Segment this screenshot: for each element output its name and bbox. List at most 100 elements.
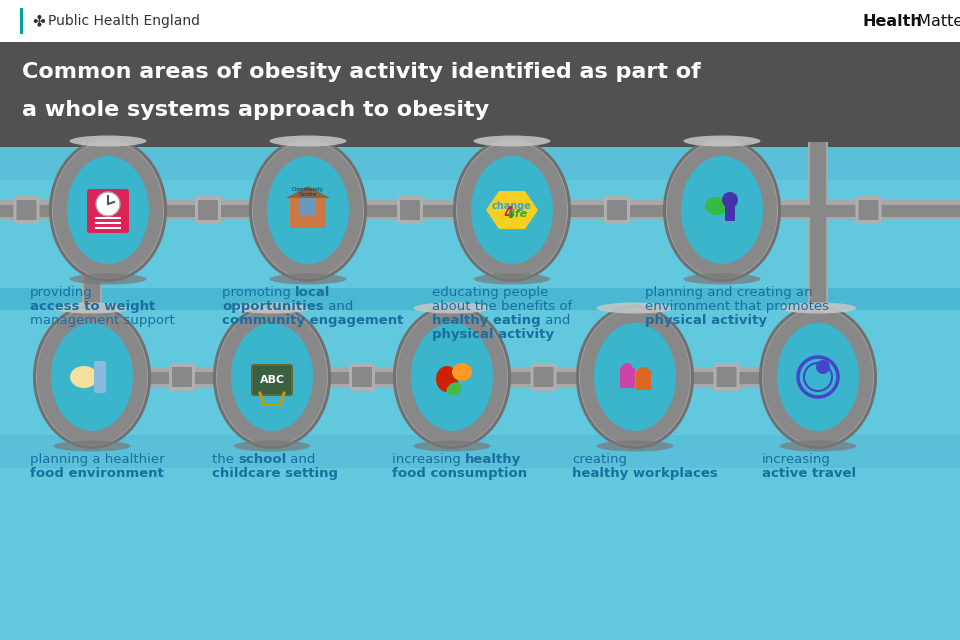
FancyBboxPatch shape [0,205,53,217]
FancyBboxPatch shape [162,200,254,220]
FancyBboxPatch shape [362,200,458,220]
FancyBboxPatch shape [506,367,581,387]
Ellipse shape [594,323,676,431]
Ellipse shape [54,303,131,314]
FancyBboxPatch shape [690,372,763,384]
Text: management support: management support [30,314,175,327]
FancyBboxPatch shape [16,200,36,220]
Ellipse shape [411,323,493,431]
Circle shape [96,192,120,216]
Ellipse shape [576,305,694,449]
FancyBboxPatch shape [300,198,316,216]
Ellipse shape [446,383,462,396]
Ellipse shape [233,440,310,451]
Ellipse shape [216,308,328,446]
Ellipse shape [49,138,167,282]
Ellipse shape [471,156,553,264]
Ellipse shape [453,138,571,282]
FancyBboxPatch shape [326,367,398,387]
Ellipse shape [762,308,874,446]
Ellipse shape [393,305,511,449]
FancyBboxPatch shape [352,367,372,387]
Ellipse shape [705,197,729,215]
Polygon shape [486,191,538,229]
FancyBboxPatch shape [531,363,557,391]
FancyBboxPatch shape [776,200,960,220]
Ellipse shape [436,366,458,392]
Text: school: school [238,453,286,466]
FancyBboxPatch shape [689,367,764,387]
Ellipse shape [473,136,550,147]
FancyBboxPatch shape [13,196,39,224]
Circle shape [816,360,830,374]
Text: change: change [492,201,532,211]
Text: healthy workplaces: healthy workplaces [572,467,718,480]
Ellipse shape [267,156,349,264]
Text: promoting: promoting [222,286,295,299]
Ellipse shape [249,138,367,282]
Text: community engagement: community engagement [222,314,403,327]
Ellipse shape [37,309,147,445]
Ellipse shape [759,305,877,449]
Text: 4: 4 [504,207,515,221]
Text: increasing: increasing [762,453,830,466]
FancyBboxPatch shape [172,367,192,387]
Text: childcare setting: childcare setting [212,467,338,480]
FancyBboxPatch shape [327,372,397,384]
FancyBboxPatch shape [607,200,627,220]
FancyBboxPatch shape [195,196,221,224]
Ellipse shape [231,323,313,431]
FancyBboxPatch shape [0,0,960,42]
Text: Health: Health [862,13,922,29]
FancyBboxPatch shape [397,196,423,224]
Text: and: and [540,314,570,327]
Text: local: local [295,286,330,299]
Ellipse shape [270,136,347,147]
Ellipse shape [780,440,856,451]
FancyBboxPatch shape [252,365,292,395]
Text: Community
Centre: Community Centre [292,187,324,197]
Text: access to weight: access to weight [30,300,156,313]
FancyBboxPatch shape [604,196,630,224]
FancyBboxPatch shape [146,367,218,387]
Ellipse shape [396,308,508,446]
FancyBboxPatch shape [507,372,580,384]
Ellipse shape [666,141,778,279]
Ellipse shape [456,141,568,279]
Ellipse shape [414,303,491,314]
FancyBboxPatch shape [0,147,960,640]
Text: environment that promotes: environment that promotes [645,300,829,313]
Ellipse shape [763,309,873,445]
Ellipse shape [67,156,149,264]
Text: opportunities: opportunities [222,300,324,313]
FancyBboxPatch shape [198,200,218,220]
Ellipse shape [54,440,131,451]
Text: Common areas of obesity activity identified as part of: Common areas of obesity activity identif… [22,62,701,82]
Ellipse shape [663,138,781,282]
FancyBboxPatch shape [20,8,23,34]
FancyBboxPatch shape [0,42,960,147]
FancyBboxPatch shape [855,196,881,224]
Text: educating people: educating people [432,286,548,299]
Ellipse shape [452,363,472,381]
FancyBboxPatch shape [713,363,739,391]
Ellipse shape [457,142,567,278]
FancyBboxPatch shape [349,363,375,391]
Ellipse shape [681,156,763,264]
Text: providing: providing [30,286,93,299]
FancyBboxPatch shape [636,370,651,390]
FancyBboxPatch shape [0,147,960,180]
Ellipse shape [473,273,550,285]
Ellipse shape [53,142,163,278]
FancyBboxPatch shape [777,205,960,217]
Ellipse shape [684,273,760,285]
Text: food environment: food environment [30,467,164,480]
Text: the: the [212,453,238,466]
Ellipse shape [397,309,507,445]
Text: Matters: Matters [912,13,960,29]
Text: and: and [324,300,353,313]
Text: food consumption: food consumption [392,467,527,480]
FancyBboxPatch shape [169,363,195,391]
Ellipse shape [684,136,760,147]
Text: ABC: ABC [259,375,284,385]
